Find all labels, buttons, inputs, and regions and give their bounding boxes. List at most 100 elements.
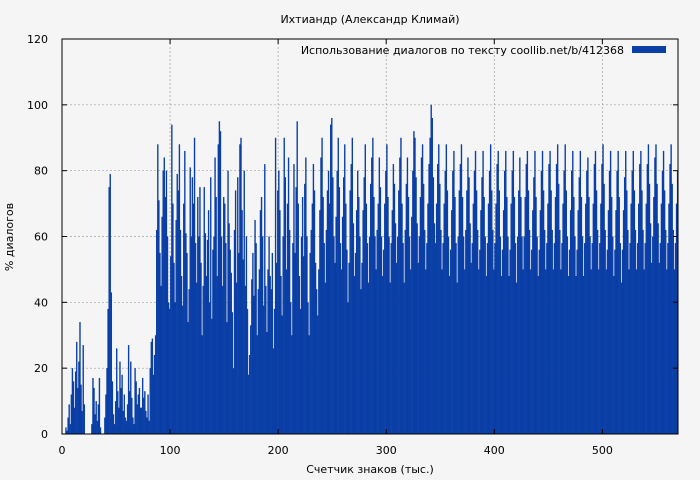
bar (510, 203, 512, 434)
bar (232, 368, 235, 434)
bar (556, 144, 559, 435)
bar (330, 124, 332, 434)
bar (666, 269, 668, 434)
bar (661, 170, 664, 434)
bar (602, 144, 604, 435)
axis-ticks: 0 20 40 60 80 100 120 0 100 200 300 400 500 (27, 33, 678, 457)
bar (393, 183, 396, 434)
bar (533, 177, 535, 434)
bar (346, 249, 348, 434)
bar (351, 137, 354, 434)
bar (293, 164, 295, 435)
bar (575, 276, 577, 434)
bar (320, 157, 322, 434)
bar (392, 164, 395, 435)
bar (153, 355, 156, 434)
bar (486, 243, 489, 434)
bar (655, 144, 657, 435)
bar (296, 121, 298, 435)
bar (212, 249, 214, 434)
bar (391, 210, 393, 434)
bar (94, 414, 96, 434)
bar (118, 407, 120, 434)
bar (398, 190, 400, 434)
bar (430, 104, 432, 434)
bar (640, 150, 642, 434)
bar (647, 144, 650, 435)
bar (344, 144, 346, 435)
bar (525, 164, 528, 435)
bar (670, 144, 672, 435)
bar (260, 197, 263, 434)
bar (287, 157, 290, 434)
bar (625, 150, 627, 434)
bar (499, 236, 502, 434)
bar (623, 177, 626, 434)
bar (315, 289, 318, 434)
bar (465, 229, 467, 434)
bar (199, 187, 201, 434)
bar (367, 282, 370, 434)
bar (170, 256, 172, 434)
bar (299, 308, 302, 434)
bar (186, 252, 188, 434)
bar (659, 243, 662, 434)
bar (403, 282, 405, 434)
x-tick-label: 500 (592, 444, 613, 457)
bar (216, 276, 218, 434)
bar (327, 170, 330, 434)
bar (130, 361, 132, 434)
bar (608, 170, 611, 434)
bar (484, 236, 486, 434)
bar (228, 223, 230, 434)
bar (388, 236, 390, 434)
bar (290, 302, 292, 434)
bar (214, 157, 216, 434)
bar (563, 170, 565, 434)
bar (66, 430, 68, 434)
bar (98, 378, 101, 434)
bar (452, 170, 454, 434)
bar (193, 137, 196, 434)
bar (522, 269, 524, 434)
bar (592, 203, 595, 434)
bar (348, 262, 350, 434)
bar (472, 203, 475, 434)
bar (643, 269, 645, 434)
bar (106, 368, 108, 434)
bar (459, 164, 462, 435)
bar (291, 335, 293, 434)
bar (285, 269, 288, 434)
bar (248, 355, 251, 434)
chart-title: Ихтиандр (Александр Климай) (280, 13, 459, 26)
bar (375, 269, 377, 434)
bar (541, 150, 544, 434)
bar (449, 249, 452, 434)
bar (554, 197, 557, 434)
bar (577, 210, 579, 434)
bar (387, 197, 389, 434)
bar (571, 170, 573, 434)
bar (211, 318, 213, 434)
bar (527, 190, 530, 434)
bar (596, 229, 599, 434)
bar (547, 203, 549, 434)
bar (171, 124, 173, 434)
bar (358, 197, 360, 434)
bar (163, 157, 165, 434)
bar (314, 262, 317, 434)
bar (413, 131, 415, 434)
bar (590, 269, 592, 434)
bar (565, 190, 567, 434)
bar (448, 276, 451, 434)
bar (390, 243, 392, 434)
bar (167, 302, 170, 434)
bar (180, 276, 183, 434)
bar (125, 420, 128, 434)
bar (511, 170, 513, 434)
bar (361, 262, 363, 434)
bar (461, 197, 464, 434)
bar (151, 338, 154, 434)
bar (220, 236, 223, 434)
bar (268, 236, 270, 434)
